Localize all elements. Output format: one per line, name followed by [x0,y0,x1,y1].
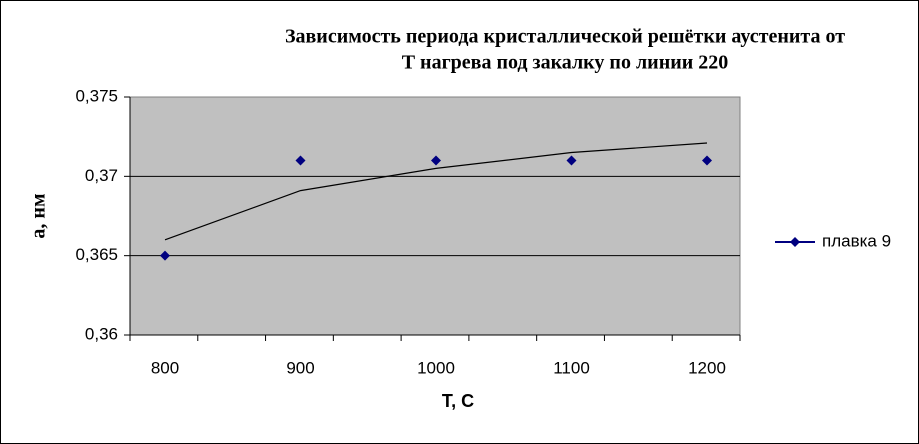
y-tick-label: 0,375 [75,86,118,105]
marker [566,155,577,166]
y-tick-label: 0,37 [85,166,118,185]
chart-subtitle: Т нагрева под закалку по линии 220 [402,52,729,74]
x-tick-label: 800 [151,358,179,377]
chart-title: Зависимость периода кристаллической решё… [285,26,845,48]
x-tick-label: 1200 [688,358,726,377]
x-tick-label: 900 [286,358,314,377]
legend-label: плавка 9 [822,231,891,250]
y-tick-label: 0,36 [85,324,118,343]
y-tick-label: 0,365 [75,245,118,264]
marker [431,155,441,166]
x-tick-label: 1000 [417,358,455,377]
legend-marker [790,237,800,247]
y-axis-label: а, нм [28,193,50,238]
trendline [164,142,708,241]
plot-area [129,96,741,336]
x-axis-label: Т, С [442,391,474,411]
marker [295,155,306,166]
marker [702,155,712,166]
marker [160,250,170,261]
x-tick-label: 1100 [553,358,590,377]
